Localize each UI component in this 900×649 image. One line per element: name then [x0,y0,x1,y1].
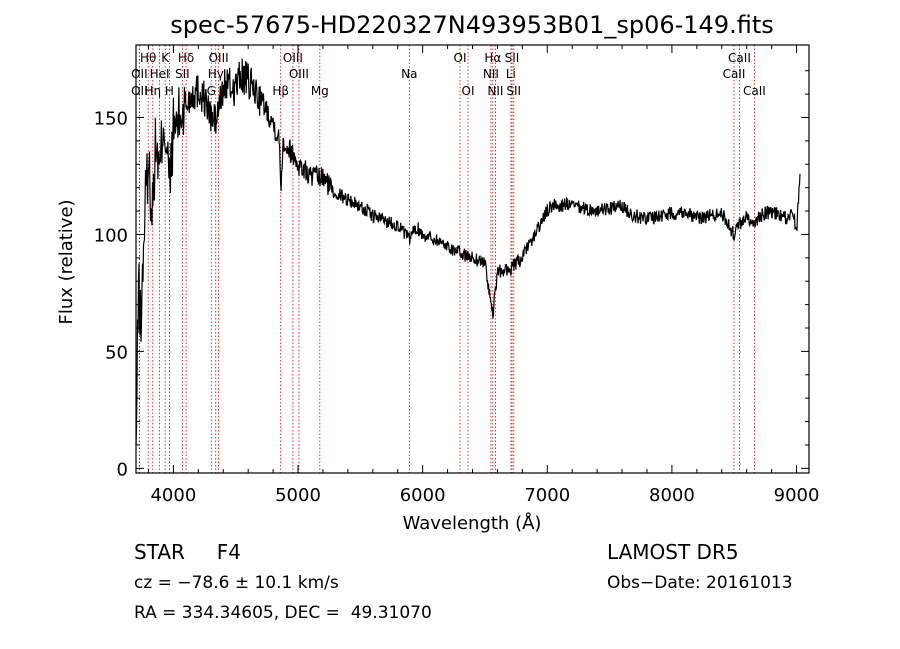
line-marker-label: H [165,84,174,98]
spectrum-line [135,58,801,445]
line-marker-label: Li [506,67,516,81]
line-marker-label: Na [401,67,417,81]
object-class: STAR [134,540,185,564]
ra-dec-coordinates: RA = 334.34605, DEC = 49.31070 [134,603,432,623]
y-tick-label: 100 [94,225,128,246]
line-marker-label: CaII [723,67,746,81]
x-tick-label: 4000 [150,485,196,506]
line-marker-label: NII [483,67,499,81]
line-marker-label: Mg [311,84,329,98]
y-tick-label: 50 [105,342,128,363]
x-tick-label: 5000 [275,485,321,506]
x-tick-label: 9000 [774,485,820,506]
y-tick-label: 0 [117,459,128,480]
line-marker-label: OII [131,84,148,98]
line-marker-label: OIII [289,67,309,81]
line-marker-label: OIII [283,51,303,65]
line-marker-label: K [161,51,170,65]
obs-date: Obs−Date: 20161013 [607,573,793,593]
x-axis-label: Wavelength (Å) [403,512,542,534]
y-tick-label: 150 [94,109,128,130]
line-marker-label: Hβ [272,84,289,98]
line-marker-label: Hδ [178,51,194,65]
y-axis-label: Flux (relative) [56,199,77,324]
line-marker-label: G [207,84,216,98]
object-type: STAR F4 [134,540,241,564]
line-marker-label: NII [487,84,503,98]
plot-frame [135,44,810,474]
line-marker-label: OI [454,51,467,65]
survey-name: LAMOST DR5 [607,540,739,564]
axis-ticks: 4000 5000 6000 7000 8000 9000 0 50 100 150 [94,45,820,506]
line-marker-label: SII [506,84,521,98]
line-marker-label: SII [505,51,520,65]
line-marker-label: OIII [209,51,229,65]
x-tick-label: 6000 [400,485,446,506]
line-marker-label: OI [462,84,475,98]
line-marker-label: HeI [150,67,170,81]
line-marker-label: Hγ [208,67,224,81]
line-marker-label: Hθ [140,51,156,65]
line-marker-label: Hη [145,84,162,98]
chart-title: spec-57675-HD220327N493953B01_sp06-149.f… [170,11,774,39]
object-subclass: F4 [216,540,241,564]
line-marker-label: SII [175,67,190,81]
line-marker-label: Hα [484,51,501,65]
x-tick-label: 8000 [649,485,695,506]
line-marker-label: CaII [728,51,751,65]
redshift-value: cz = −78.6 ± 10.1 km/s [134,573,339,593]
x-tick-label: 7000 [524,485,570,506]
line-marker-label: CaII [743,84,766,98]
